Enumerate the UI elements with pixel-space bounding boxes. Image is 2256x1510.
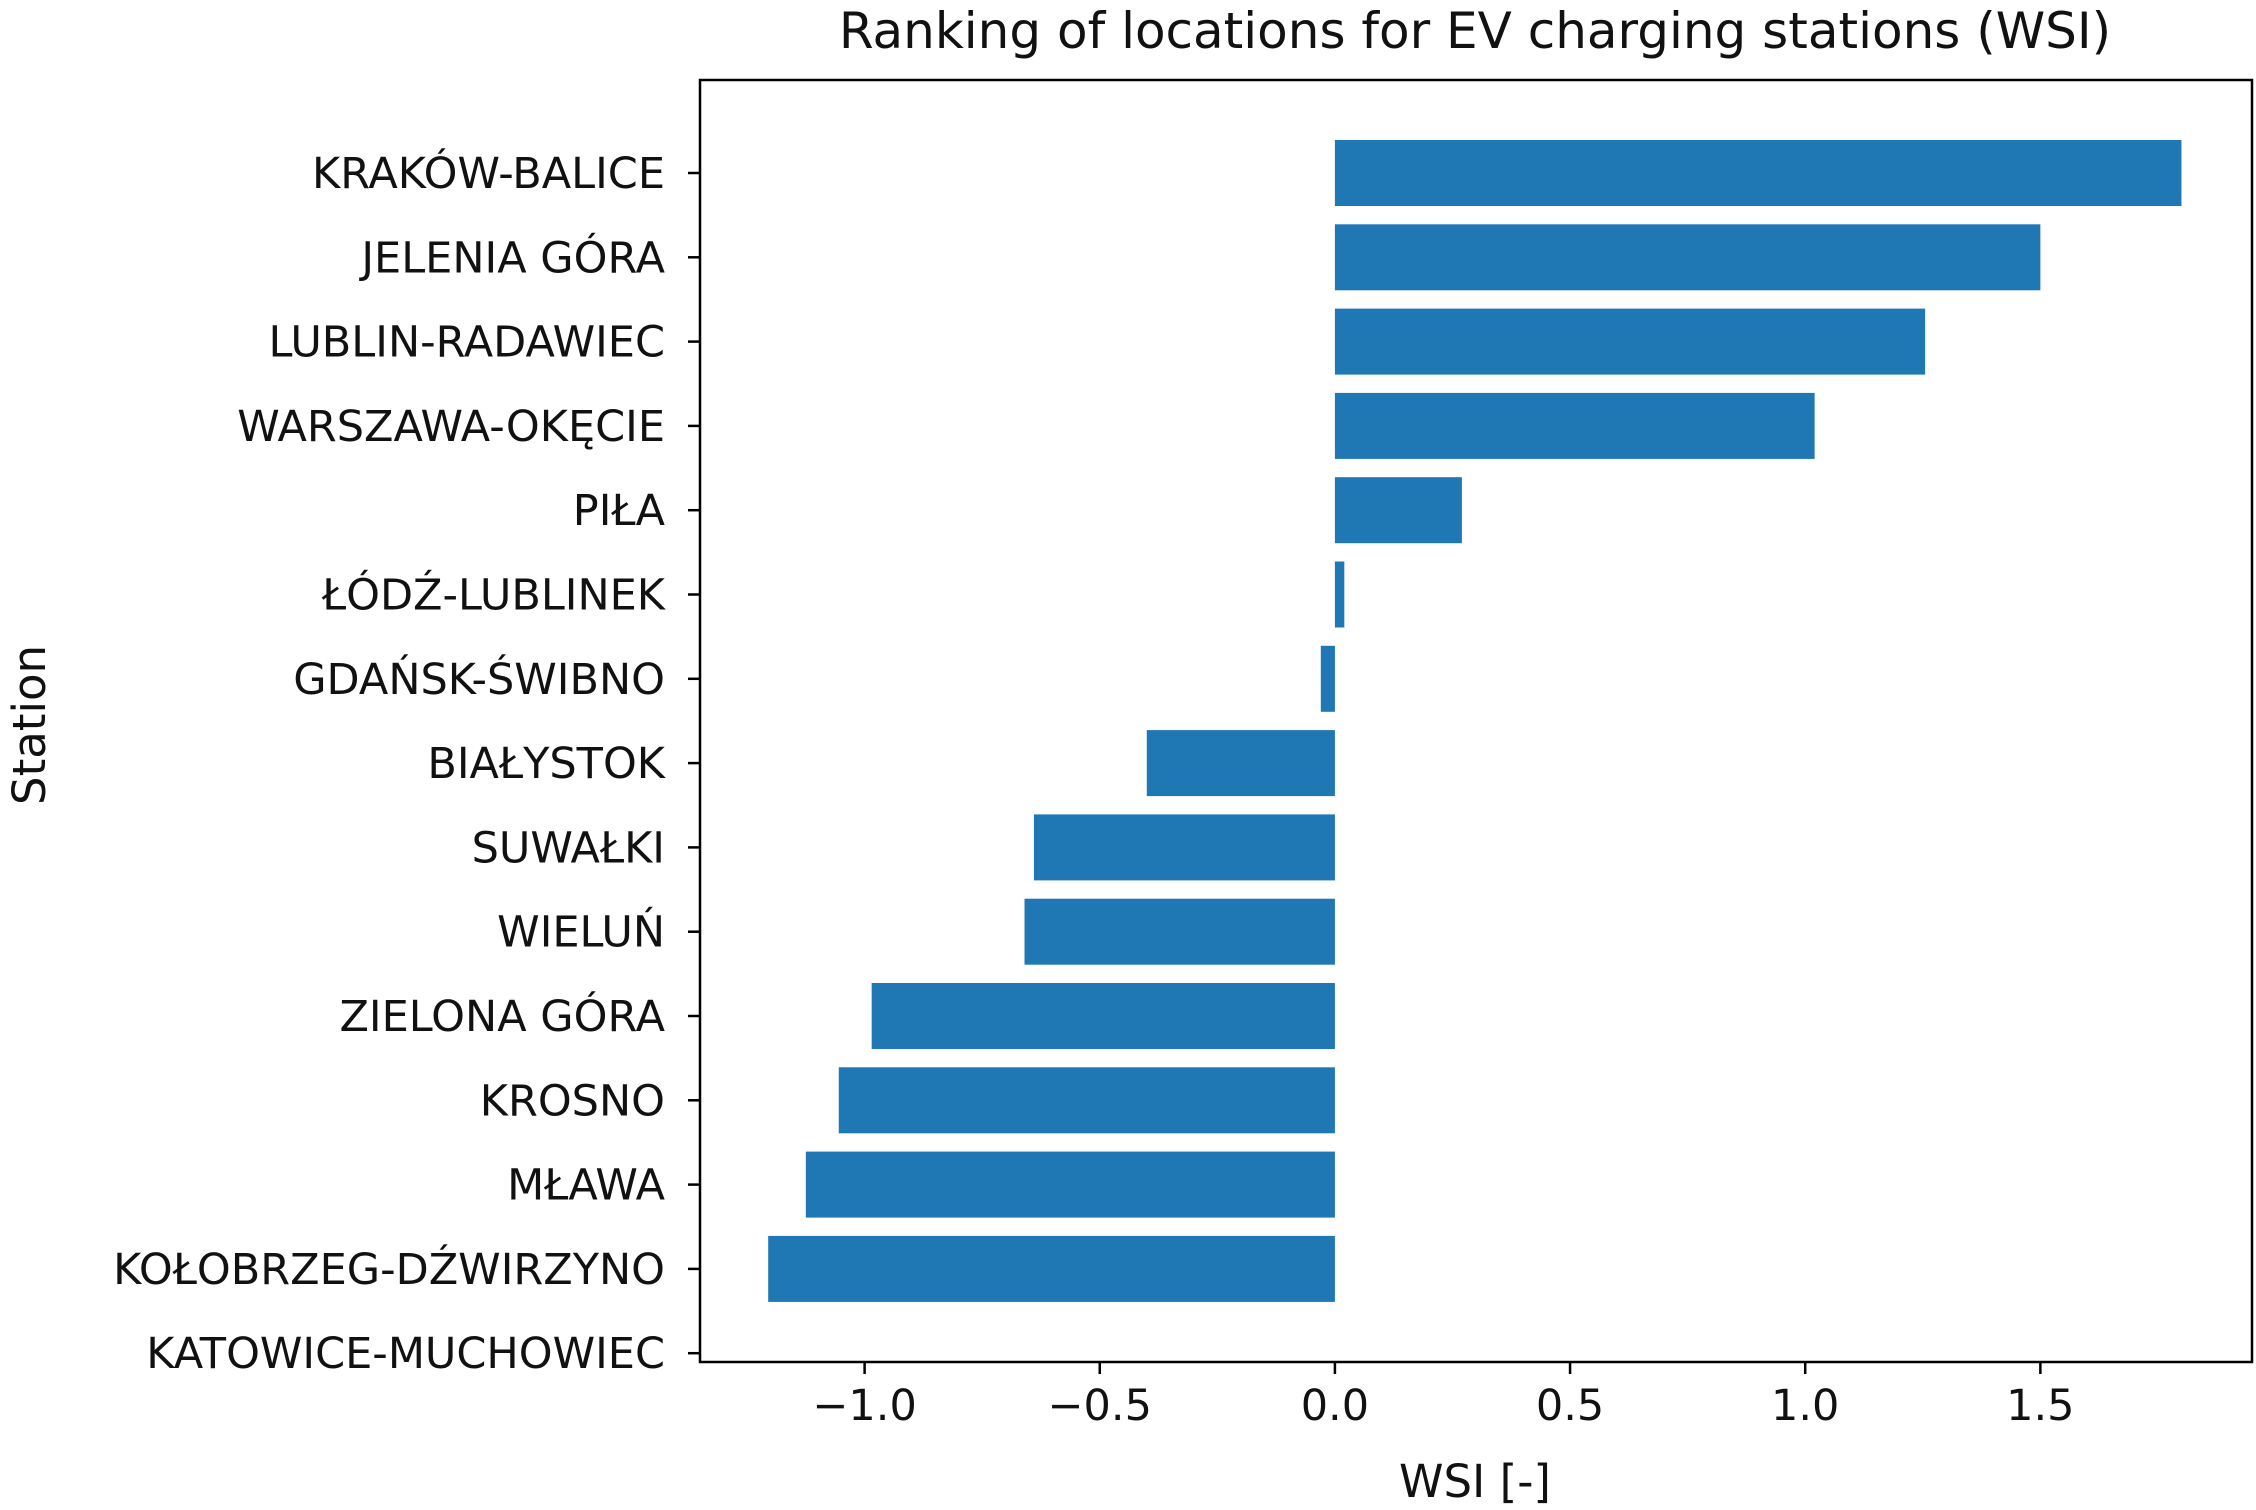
- y-tick-label-lodz-lublinek: ŁÓDŹ-LUBLINEK: [321, 570, 667, 621]
- bar-mlawa: [805, 1151, 1335, 1218]
- y-axis: KRAKÓW-BALICE JELENIA GÓRA LUBLIN-RADAWIEC…: [113, 148, 700, 1379]
- y-tick-label-wielun: WIELUŃ: [497, 907, 665, 958]
- y-tick-label-krosno: KROSNO: [480, 1076, 665, 1126]
- bar-lublin-radawiec: [1334, 308, 1926, 375]
- x-tick-label: 1.0: [1771, 1381, 1839, 1431]
- bar-suwalki: [1033, 814, 1335, 881]
- y-tick-label-lublin-radawiec: LUBLIN-RADAWIEC: [269, 318, 665, 368]
- y-tick-label-gdansk-swibno: GDAŃSK-ŚWIBNO: [293, 654, 665, 705]
- bar-warszawa-okecie: [1334, 392, 1815, 459]
- y-tick-label-jelenia-gora: JELENIA GÓRA: [358, 232, 665, 283]
- plot-frame: [698, 78, 2254, 1364]
- y-axis-label: Station: [3, 645, 56, 805]
- x-tick-label: −1.0: [812, 1381, 916, 1431]
- x-tick-label: 1.5: [2006, 1381, 2074, 1431]
- y-tick-label-mlawa: MŁAWA: [507, 1161, 665, 1211]
- bar-kolobrzeg-dzwirzyno: [768, 1235, 1335, 1302]
- y-tick-label-bialystok: BIAŁYSTOK: [427, 739, 666, 789]
- bar-zielona-gora: [871, 983, 1335, 1049]
- bar-lodz-lublinek: [1334, 561, 1345, 628]
- y-tick-label-suwalki: SUWAŁKI: [472, 823, 665, 873]
- bar-jelenia-gora: [1334, 224, 2041, 291]
- y-tick-label-zielona-gora: ZIELONA GÓRA: [339, 991, 665, 1042]
- x-tick-label: 0.5: [1536, 1381, 1604, 1431]
- x-tick-label: −0.5: [1048, 1381, 1152, 1431]
- bar-wielun: [1024, 898, 1335, 965]
- x-tick-label: 0.0: [1301, 1381, 1369, 1431]
- bar-bialystok: [1146, 730, 1335, 797]
- chart-title: Ranking of locations for EV charging sta…: [839, 2, 2111, 60]
- bar-gdansk-swibno: [1320, 645, 1335, 712]
- bar-krosno: [838, 1067, 1335, 1134]
- x-axis-label: WSI [-]: [1399, 1455, 1551, 1505]
- y-tick-label-krakow-balice: KRAKÓW-BALICE: [312, 148, 665, 199]
- x-axis: −1.0 −0.5 0.0 0.5 1.0 1.5: [812, 1362, 2075, 1431]
- y-tick-label-katowice-muchowiec: KATOWICE-MUCHOWIEC: [146, 1329, 665, 1379]
- bar-pila: [1334, 477, 1462, 544]
- y-tick-label-kolobrzeg-dzwirzyno: KOŁOBRZEG-DŹWIRZYNO: [113, 1244, 665, 1295]
- bars-group: [768, 140, 2182, 1302]
- bar-krakow-balice: [1334, 140, 2182, 206]
- y-tick-label-warszawa-okecie: WARSZAWA-OKĘCIE: [237, 402, 665, 452]
- y-tick-label-pila: PIŁA: [573, 486, 666, 536]
